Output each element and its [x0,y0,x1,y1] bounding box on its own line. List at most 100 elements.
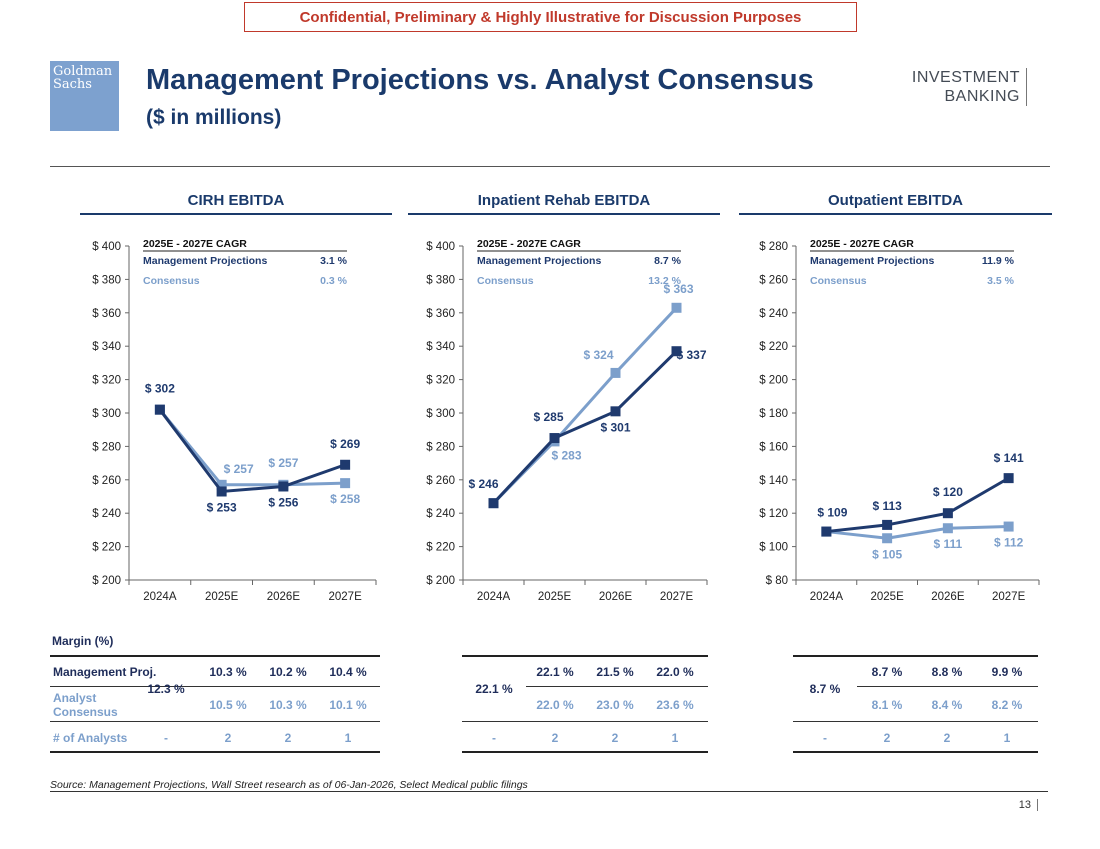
table-rule [462,721,708,722]
management-marker [942,508,953,519]
y-tick-label: $ 280 [759,241,788,253]
margin-cell: 8.8 % [931,665,963,679]
table-rule [50,655,380,657]
confidential-banner: Confidential, Preliminary & Highly Illus… [244,2,857,32]
table-rule [462,751,708,753]
management-marker [488,498,499,509]
x-tick-label: 2026E [931,591,965,603]
cagr-series-name: Consensus [143,275,200,287]
y-tick-label: $ 220 [92,542,121,554]
y-tick-label: $ 240 [759,308,788,320]
analyst-cell: 1 [671,731,679,745]
source-note: Source: Management Projections, Wall Str… [50,779,528,791]
margin-base: 22.1 % [475,682,513,696]
x-tick-label: 2024A [477,591,511,603]
y-tick-label: $ 380 [92,274,121,286]
y-tick-label: $ 320 [92,375,121,387]
title-divider [50,166,1050,167]
y-tick-label: $ 140 [759,475,788,487]
management-data-label: $ 285 [533,410,563,424]
management-marker [216,486,227,497]
management-data-label: $ 253 [207,500,237,514]
y-tick-label: $ 380 [426,274,455,286]
row-label-analysts: # of Analysts [53,731,128,745]
margin-cell: 22.1 % [536,665,574,679]
management-data-label: $ 302 [145,382,175,396]
cagr-series-name: Management Projections [810,255,934,267]
y-tick-label: $ 400 [426,241,455,253]
consensus-marker [610,367,621,378]
y-tick-label: $ 220 [759,341,788,353]
analyst-cell: 2 [943,731,951,745]
analyst-cell: 2 [551,731,559,745]
x-tick-label: 2024A [143,591,177,603]
y-tick-label: $ 280 [92,441,121,453]
x-tick-label: 2027E [992,591,1026,603]
margin-cell: 10.2 % [269,665,307,679]
cagr-value: 0.3 % [320,275,348,287]
y-tick-label: $ 100 [759,542,788,554]
table-rule [50,721,380,722]
management-data-label: $ 256 [268,495,298,509]
y-tick-label: $ 260 [426,475,455,487]
management-marker [610,406,621,417]
goldman-sachs-logo: Goldman Sachs [50,61,119,131]
y-tick-label: $ 360 [426,308,455,320]
cagr-value: 8.7 % [654,255,682,267]
management-data-label: $ 120 [933,485,963,499]
margin-cell: 22.0 % [536,698,574,712]
row-label-management: Management Proj. [53,665,157,679]
y-tick-label: $ 120 [759,508,788,520]
consensus-line [158,408,346,487]
consensus-data-label: $ 363 [663,282,693,296]
management-line [492,350,678,505]
y-tick-label: $ 280 [426,441,455,453]
y-tick-label: $ 240 [426,508,455,520]
cagr-header: 2025E - 2027E CAGR [810,238,914,250]
cagr-value: 3.5 % [987,275,1015,287]
consensus-marker [340,478,351,489]
management-marker [154,404,165,415]
management-marker [340,459,351,470]
cagr-series-name: Management Projections [477,255,601,267]
margin-cell: 10.3 % [269,698,307,712]
table-rule [793,751,1038,753]
margin-cell: 10.1 % [329,698,367,712]
margin-cell: 23.0 % [596,698,634,712]
consensus-data-label: $ 257 [224,462,254,476]
margin-cell: 10.3 % [209,665,247,679]
consensus-marker [671,302,682,313]
management-data-label: $ 269 [330,437,360,451]
margin-cell: 8.1 % [871,698,903,712]
panel-title-outpatient: Outpatient EBITDA [739,192,1052,215]
cagr-header: 2025E - 2027E CAGR [477,238,581,250]
y-tick-label: $ 180 [759,408,788,420]
analyst-cell: - [823,731,827,745]
cagr-value: 13.2 % [648,275,681,287]
y-tick-label: $ 200 [759,375,788,387]
consensus-data-label: $ 283 [551,448,581,462]
page-number: 13 [1019,799,1038,811]
margin-table-title: Margin (%) [52,634,114,648]
analyst-cell: - [164,731,168,745]
y-tick-label: $ 320 [426,375,455,387]
y-tick-label: $ 220 [426,542,455,554]
margin-cell: 10.4 % [329,665,367,679]
analyst-cell: 2 [883,731,891,745]
x-tick-label: 2025E [205,591,239,603]
consensus-marker [216,479,227,490]
y-tick-label: $ 80 [766,575,788,587]
footer-divider [50,791,1048,792]
management-marker [821,526,832,537]
consensus-line [826,525,1009,540]
management-marker [549,433,560,444]
margin-base: 8.7 % [809,682,841,696]
panel-title-cirh: CIRH EBITDA [80,192,392,215]
analyst-cell: - [492,731,496,745]
management-data-label: $ 246 [468,477,498,491]
logo-text: Goldman Sachs [53,64,113,92]
margin-cell: 23.6 % [656,698,694,712]
x-tick-label: 2024A [810,591,844,603]
management-line [826,476,1010,534]
